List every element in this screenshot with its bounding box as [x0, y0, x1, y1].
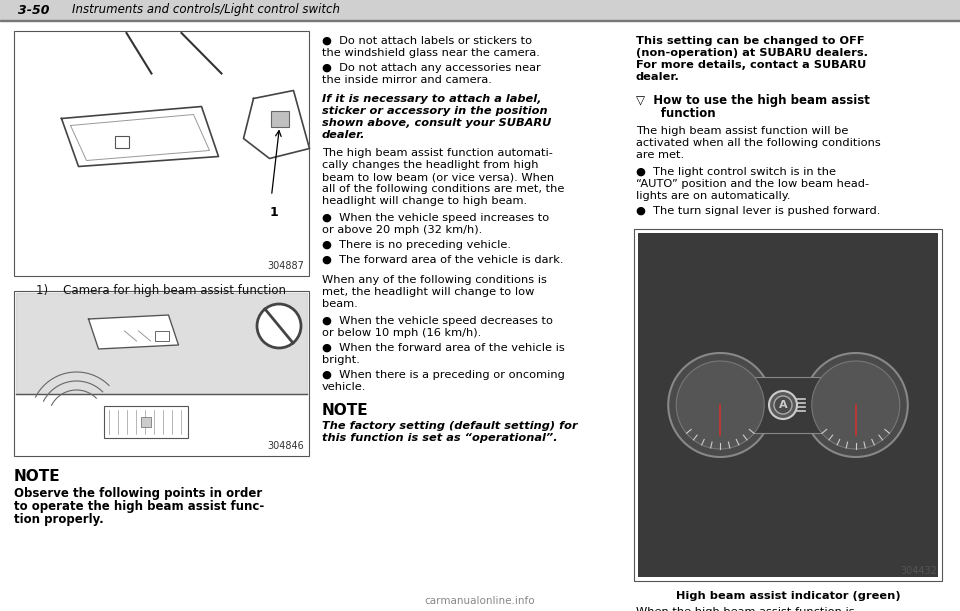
Text: The high beam assist function automati-: The high beam assist function automati- — [322, 148, 553, 158]
Text: the inside mirror and camera.: the inside mirror and camera. — [322, 75, 492, 85]
Text: For more details, contact a SUBARU: For more details, contact a SUBARU — [636, 60, 866, 70]
Text: 1: 1 — [269, 206, 277, 219]
Text: sticker or accessory in the position: sticker or accessory in the position — [322, 106, 547, 116]
Text: When any of the following conditions is: When any of the following conditions is — [322, 275, 547, 285]
Text: dealer.: dealer. — [322, 130, 366, 140]
Text: ●  When the vehicle speed decreases to: ● When the vehicle speed decreases to — [322, 316, 553, 326]
Bar — [14, 291, 309, 456]
Polygon shape — [61, 106, 219, 167]
Text: ●  The light control switch is in the: ● The light control switch is in the — [636, 167, 836, 177]
Text: Observe the following points in order: Observe the following points in order — [14, 487, 262, 500]
Text: lights are on automatically.: lights are on automatically. — [636, 191, 790, 201]
Text: When the high beam assist function is: When the high beam assist function is — [636, 607, 854, 611]
Polygon shape — [244, 90, 309, 158]
Text: ●  When the vehicle speed increases to: ● When the vehicle speed increases to — [322, 213, 549, 223]
Text: beam to low beam (or vice versa). When: beam to low beam (or vice versa). When — [322, 172, 554, 182]
Circle shape — [257, 304, 301, 348]
Bar — [750, 377, 826, 433]
Text: The high beam assist function will be: The high beam assist function will be — [636, 126, 849, 136]
Text: to operate the high beam assist func-: to operate the high beam assist func- — [14, 500, 264, 513]
Text: If it is necessary to attach a label,: If it is necessary to attach a label, — [322, 94, 541, 104]
Text: 1)    Camera for high beam assist function: 1) Camera for high beam assist function — [36, 284, 286, 297]
Text: ●  There is no preceding vehicle.: ● There is no preceding vehicle. — [322, 240, 511, 250]
Text: ●  The turn signal lever is pushed forward.: ● The turn signal lever is pushed forwar… — [636, 206, 880, 216]
Text: cally changes the headlight from high: cally changes the headlight from high — [322, 160, 539, 170]
Text: This setting can be changed to OFF: This setting can be changed to OFF — [636, 36, 865, 46]
Circle shape — [668, 353, 772, 457]
Text: ●  When there is a preceding or oncoming: ● When there is a preceding or oncoming — [322, 370, 564, 380]
Text: or below 10 mph (16 km/h).: or below 10 mph (16 km/h). — [322, 328, 481, 338]
Text: beam.: beam. — [322, 299, 358, 309]
Text: tion properly.: tion properly. — [14, 513, 104, 526]
Text: ●  When the forward area of the vehicle is: ● When the forward area of the vehicle i… — [322, 343, 564, 353]
Text: ●  Do not attach any accessories near: ● Do not attach any accessories near — [322, 63, 540, 73]
Text: The factory setting (default setting) for: The factory setting (default setting) fo… — [322, 421, 578, 431]
Text: High beam assist indicator (green): High beam assist indicator (green) — [676, 591, 900, 601]
Text: 304887: 304887 — [267, 261, 304, 271]
Text: “AUTO” position and the low beam head-: “AUTO” position and the low beam head- — [636, 179, 869, 189]
Text: ●  Do not attach labels or stickers to: ● Do not attach labels or stickers to — [322, 36, 532, 46]
Bar — [155, 331, 169, 341]
Bar — [638, 233, 938, 577]
Polygon shape — [88, 315, 179, 349]
Text: Instruments and controls/Light control switch: Instruments and controls/Light control s… — [72, 4, 340, 16]
Text: shown above, consult your SUBARU: shown above, consult your SUBARU — [322, 118, 551, 128]
Text: the windshield glass near the camera.: the windshield glass near the camera. — [322, 48, 540, 58]
Polygon shape — [16, 293, 307, 394]
Text: dealer.: dealer. — [636, 72, 680, 82]
Text: activated when all the following conditions: activated when all the following conditi… — [636, 138, 880, 148]
Text: bright.: bright. — [322, 355, 360, 365]
Bar — [141, 417, 151, 427]
Text: ▽  How to use the high beam assist: ▽ How to use the high beam assist — [636, 94, 870, 107]
Bar — [271, 111, 289, 126]
Text: NOTE: NOTE — [14, 469, 60, 484]
Circle shape — [769, 391, 797, 419]
Text: or above 20 mph (32 km/h).: or above 20 mph (32 km/h). — [322, 225, 482, 235]
Text: A: A — [779, 400, 787, 410]
Bar — [634, 229, 942, 581]
Text: function: function — [636, 107, 715, 120]
Text: 304846: 304846 — [267, 441, 304, 451]
Text: (non-operation) at SUBARU dealers.: (non-operation) at SUBARU dealers. — [636, 48, 868, 58]
Text: met, the headlight will change to low: met, the headlight will change to low — [322, 287, 535, 297]
Text: ●  The forward area of the vehicle is dark.: ● The forward area of the vehicle is dar… — [322, 255, 564, 265]
Bar — [0, 0, 960, 20]
Text: carmanualonline.info: carmanualonline.info — [424, 596, 536, 606]
Circle shape — [804, 353, 908, 457]
Text: are met.: are met. — [636, 150, 684, 160]
Text: NOTE: NOTE — [322, 403, 369, 418]
Bar — [0, 20, 960, 21]
Circle shape — [812, 361, 900, 449]
Text: all of the following conditions are met, the: all of the following conditions are met,… — [322, 184, 564, 194]
Text: vehicle.: vehicle. — [322, 382, 367, 392]
Bar — [104, 406, 188, 438]
Bar — [114, 136, 129, 147]
Text: 3-50: 3-50 — [18, 4, 50, 16]
Text: headlight will change to high beam.: headlight will change to high beam. — [322, 196, 527, 206]
Circle shape — [774, 396, 792, 414]
Circle shape — [676, 361, 764, 449]
Text: 304432: 304432 — [900, 566, 937, 576]
Bar — [14, 31, 309, 276]
Text: this function is set as “operational”.: this function is set as “operational”. — [322, 433, 558, 443]
